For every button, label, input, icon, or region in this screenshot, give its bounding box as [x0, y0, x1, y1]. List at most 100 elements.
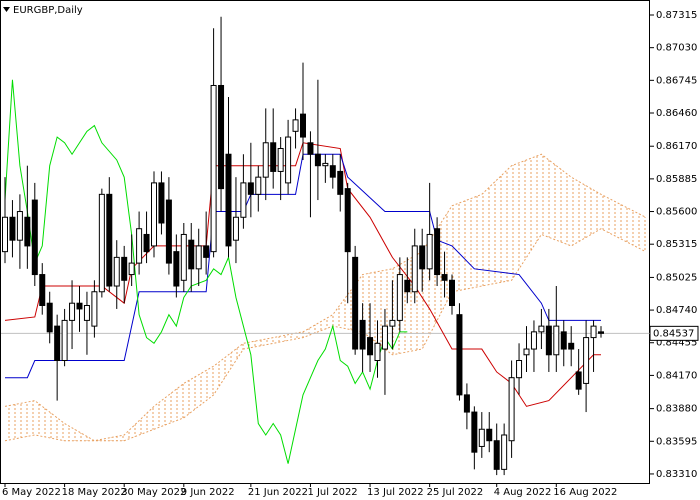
candle-body [16, 211, 23, 241]
candle-body [367, 337, 374, 356]
x-tick-label: 25 Jul 2022 [427, 487, 484, 498]
title-icon [3, 7, 10, 12]
last-price-label: 0.84537 [653, 328, 694, 339]
candle-body [39, 274, 46, 306]
y-tick-label: 0.83310 [656, 469, 697, 480]
x-tick-label: 13 Jul 2022 [367, 487, 424, 498]
candle-body [516, 360, 523, 379]
candle-body [128, 262, 135, 276]
candle-body [143, 233, 150, 253]
candle-body [322, 162, 329, 167]
candle-body [255, 176, 262, 195]
candle-body [277, 148, 284, 172]
cloud-edge [4, 228, 646, 442]
last-price-box [649, 325, 699, 341]
y-tick-label: 0.85885 [656, 174, 697, 185]
candle-body [352, 256, 359, 350]
candle-body [478, 428, 485, 447]
y-tick-label: 0.86745 [656, 75, 697, 86]
candle-body [76, 302, 83, 310]
candle-body [411, 245, 418, 293]
x-tick-label: 18 May 2022 [62, 487, 127, 498]
candle-body [218, 84, 225, 190]
y-tick-label: 0.83880 [656, 404, 697, 415]
candle-body [583, 337, 590, 384]
candle-body [151, 182, 157, 247]
y-tick-label: 0.86170 [656, 141, 697, 152]
y-tick-label: 0.83595 [656, 436, 697, 447]
candle-body [337, 170, 344, 195]
candle-body [344, 188, 351, 253]
candle-body [441, 274, 448, 281]
candle-body [545, 325, 552, 356]
candle-body [31, 199, 38, 276]
candle-body [2, 216, 8, 253]
candle-body [359, 319, 366, 350]
candle-body [180, 233, 187, 281]
candle-body [173, 251, 180, 287]
candle-body [195, 245, 202, 270]
candle-body [419, 245, 426, 270]
candle-body [225, 153, 232, 247]
candle-body [292, 119, 299, 132]
candle-body [203, 245, 210, 258]
candle-body [381, 325, 388, 350]
candle-body [523, 348, 530, 356]
x-tick-label: 6 May 2022 [2, 487, 61, 498]
candle-body [598, 331, 604, 334]
candle-body [121, 256, 128, 281]
candle-body [91, 291, 98, 327]
ichimoku-cloud [5, 154, 646, 441]
candle-body [98, 193, 105, 293]
candle-body [404, 279, 411, 293]
y-tick-label: 0.85025 [656, 272, 697, 283]
candle-body [285, 136, 292, 184]
candle-body [314, 153, 321, 167]
candle-body [426, 233, 433, 270]
candle-body [575, 371, 582, 390]
x-tick-label: 1 Jul 2022 [307, 487, 357, 498]
candle-body [188, 239, 195, 270]
candle-body [396, 274, 403, 321]
indicator-line [4, 79, 408, 464]
y-tick-label: 0.85600 [656, 207, 697, 218]
candle-body [54, 325, 61, 362]
y-tick-label: 0.84170 [656, 370, 697, 381]
candle-body [553, 325, 560, 356]
candle-body [210, 84, 217, 253]
x-tick-label: 21 Jun 2022 [248, 487, 308, 498]
candle-body [232, 216, 239, 241]
candle-body [307, 142, 314, 155]
candle-body [69, 302, 76, 321]
candle-body [538, 325, 545, 333]
candle-body [493, 440, 500, 470]
candle-body [300, 113, 306, 138]
y-tick-label: 0.85315 [656, 239, 697, 250]
candle-body [501, 434, 508, 470]
chart-title: EURGBP,Daily [13, 5, 83, 16]
candle-body [61, 319, 68, 362]
indicator-line [4, 142, 601, 407]
candle-body [136, 228, 143, 264]
candle-body [590, 325, 597, 339]
cloud-edge [4, 153, 646, 442]
plot-frame [0, 0, 650, 484]
y-tick-label: 0.87030 [656, 43, 697, 54]
candle-body [113, 256, 120, 287]
x-tick-label: 16 Aug 2022 [553, 487, 617, 498]
candle-body [165, 199, 172, 264]
candle-body [158, 182, 165, 224]
candle-body [508, 377, 515, 442]
x-tick-label: 4 Aug 2022 [494, 487, 552, 498]
candle-body [530, 331, 537, 350]
x-tick-label: 30 May 2022 [121, 487, 186, 498]
candle-body [9, 216, 16, 241]
candle-body [106, 193, 113, 287]
candle-body [240, 182, 247, 218]
candle-body [389, 319, 396, 327]
candle-body [24, 216, 31, 247]
candle-body [374, 342, 381, 362]
candle-body [262, 142, 269, 178]
x-tick-label: 9 Jun 2022 [181, 487, 235, 498]
